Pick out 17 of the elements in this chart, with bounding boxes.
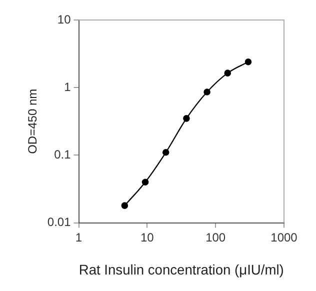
x-tick-label: 1 xyxy=(75,230,82,244)
point xyxy=(224,70,232,76)
y-tick-label: 1 xyxy=(64,80,72,94)
point xyxy=(121,202,128,209)
point xyxy=(204,88,210,96)
y-axis-title: OD=450 nm xyxy=(26,88,40,154)
point xyxy=(142,178,149,186)
x-tick-label: 1000 xyxy=(270,230,298,244)
x-tick-label: 100 xyxy=(206,230,226,244)
y-tick-label: 10 xyxy=(57,12,72,26)
y-tick-label: 0.1 xyxy=(54,148,72,162)
x-axis-title: Rat Insulin concentration (μIU/ml) xyxy=(78,261,284,278)
point xyxy=(244,58,252,66)
y-tick-label: 0.01 xyxy=(47,215,72,230)
point xyxy=(183,115,190,122)
x-tick-label: 10 xyxy=(140,230,154,244)
point xyxy=(162,149,170,156)
